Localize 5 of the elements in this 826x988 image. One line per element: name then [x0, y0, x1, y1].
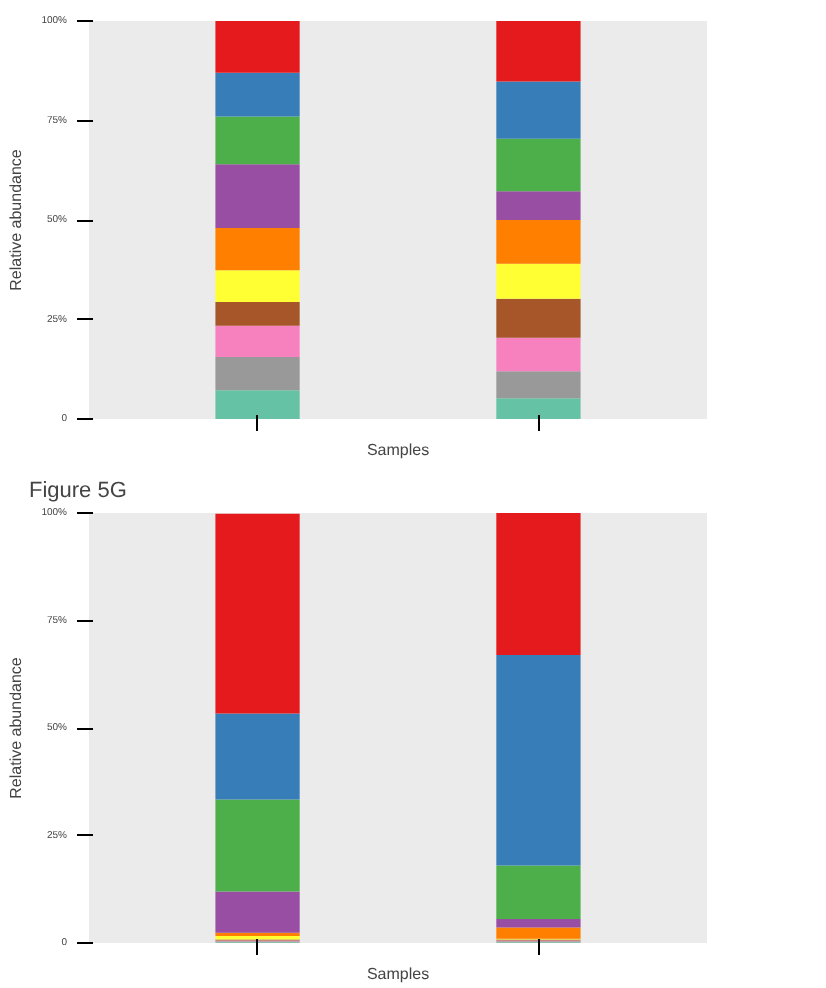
y-axis-title: Relative abundance: [7, 656, 26, 799]
y-axis-title: Relative abundance: [7, 148, 26, 291]
chart-title: Figure 5G: [29, 479, 127, 503]
x-axis-title: Samples: [366, 965, 430, 983]
x-axis-title: Samples: [366, 441, 430, 459]
